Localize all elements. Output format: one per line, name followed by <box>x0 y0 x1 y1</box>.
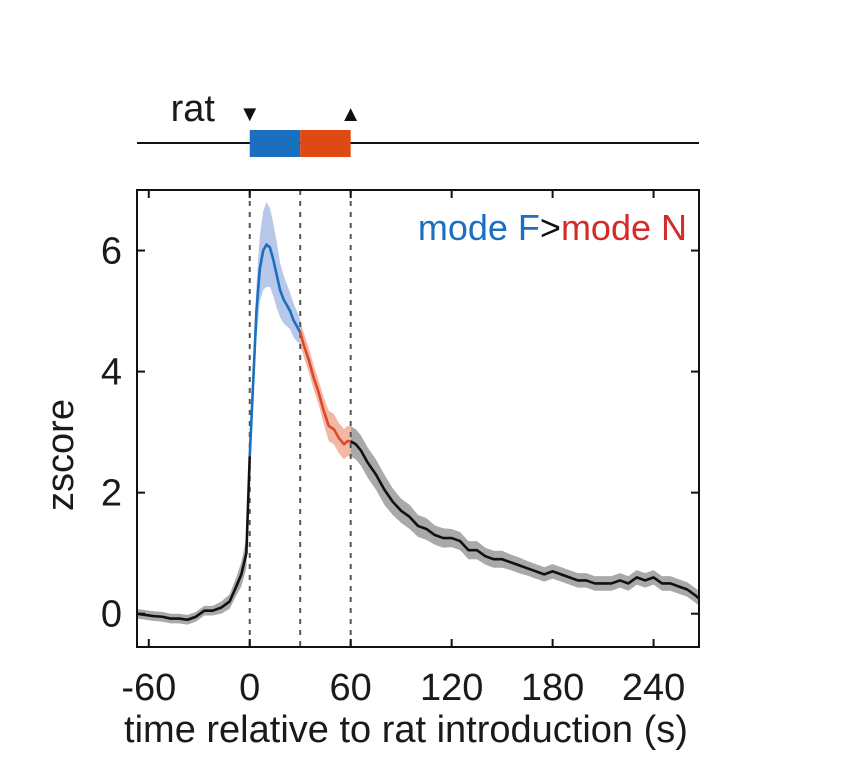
x-tick-label: 120 <box>420 667 483 709</box>
y-tick-label: 2 <box>101 473 122 515</box>
stimulus-label: rat <box>171 88 216 130</box>
x-tick-label: 60 <box>330 667 372 709</box>
x-axis-title: time relative to rat introduction (s) <box>124 709 688 751</box>
x-tick-label: 240 <box>622 667 685 709</box>
legend-mode-n: mode N <box>561 207 687 248</box>
legend: mode F>mode N <box>418 207 687 248</box>
axes-frame <box>136 189 700 648</box>
x-tick-label: 180 <box>521 667 584 709</box>
stimulus-onset-marker: ▼ <box>239 101 261 126</box>
mean-line-pre <box>136 456 252 622</box>
mode-n-epoch-bar <box>300 130 351 157</box>
y-axis-title: zscore <box>40 399 82 511</box>
mean-line-f <box>248 243 302 457</box>
stimulus-offset-marker: ▲ <box>340 101 362 126</box>
sem-bands <box>137 202 699 625</box>
sem-band-n <box>300 320 351 460</box>
x-tick-label: 0 <box>239 667 260 709</box>
mean-line-post <box>350 440 700 600</box>
mean-trace <box>136 243 700 622</box>
sem-band-post <box>350 426 699 606</box>
x-tick-label: -60 <box>121 667 176 709</box>
mode-f-epoch-bar <box>249 130 301 157</box>
plot-area: -60 0 60 120 180 240 0 2 4 6 <box>101 189 700 709</box>
y-axis-ticks: 0 2 4 6 <box>101 231 699 636</box>
x-axis-ticks: -60 0 60 120 180 240 <box>121 190 685 709</box>
y-tick-label: 0 <box>101 594 122 636</box>
stimulus-timeline: rat ▼ ▲ <box>137 88 699 157</box>
legend-mode-f: mode F <box>418 207 540 248</box>
y-tick-label: 6 <box>101 231 122 273</box>
sem-band-f <box>249 202 301 475</box>
mean-line-n <box>298 331 351 446</box>
legend-separator: > <box>540 207 561 248</box>
y-tick-label: 4 <box>101 352 122 394</box>
